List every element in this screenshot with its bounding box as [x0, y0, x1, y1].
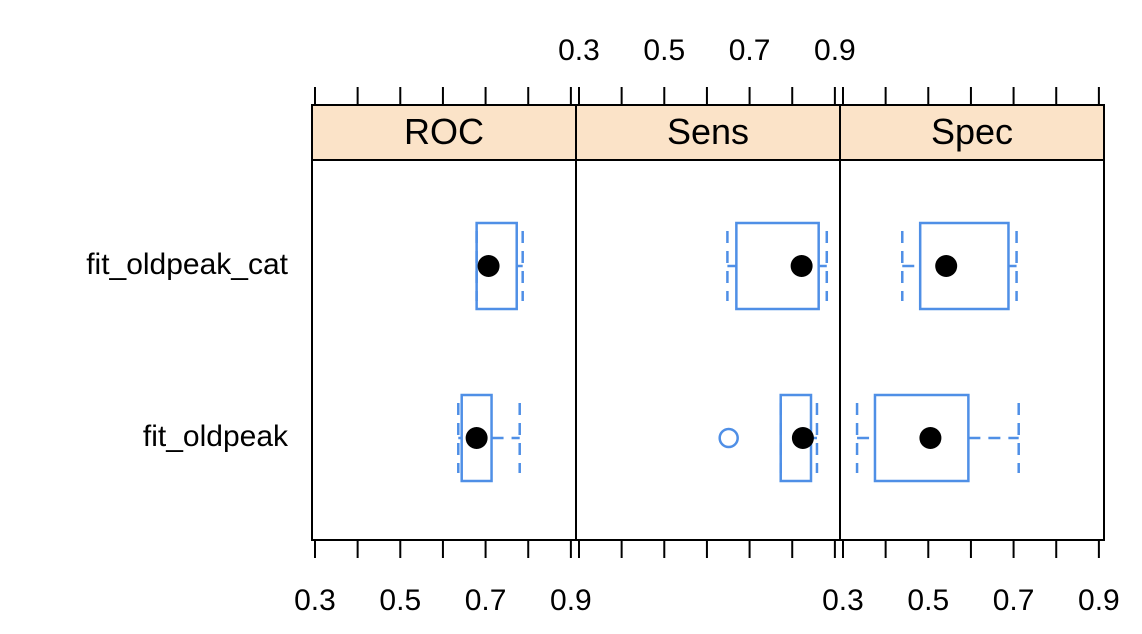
- median-dot: [935, 255, 958, 277]
- strip: [311, 104, 577, 161]
- box: [735, 221, 820, 311]
- strip-label: Sens: [667, 111, 749, 152]
- box: [873, 393, 970, 483]
- median-dot: [790, 255, 813, 277]
- y-tick-label: fit_oldpeak: [143, 420, 289, 453]
- x-tick-label: 0.5: [379, 584, 421, 617]
- outlier: [718, 427, 739, 449]
- strip: [839, 104, 1105, 161]
- panel: [575, 159, 841, 541]
- x-tick-label: 0.7: [729, 34, 771, 67]
- x-tick-label: 0.9: [814, 34, 856, 67]
- strip-label: Spec: [931, 111, 1013, 152]
- x-tick-label: 0.7: [465, 584, 507, 617]
- x-tick-label: 0.5: [643, 34, 685, 67]
- strip: [575, 104, 841, 161]
- x-tick-label: 0.5: [907, 584, 949, 617]
- x-tick-label: 0.7: [993, 584, 1035, 617]
- median-dot: [465, 427, 488, 449]
- median-dot: [791, 427, 814, 449]
- panel: [311, 159, 577, 541]
- y-tick-label: fit_oldpeak_cat: [86, 248, 288, 281]
- box: [918, 221, 1010, 311]
- x-tick-label: 0.9: [1078, 584, 1120, 617]
- x-tick-label: 0.9: [550, 584, 592, 617]
- x-tick-label: 0.3: [822, 584, 864, 617]
- strip-label: ROC: [404, 111, 484, 152]
- box: [460, 393, 493, 483]
- panel: [839, 159, 1105, 541]
- x-tick-label: 0.3: [558, 34, 600, 67]
- x-tick-label: 0.3: [294, 584, 336, 617]
- median-dot: [919, 427, 942, 449]
- median-dot: [477, 255, 500, 277]
- box: [475, 221, 518, 311]
